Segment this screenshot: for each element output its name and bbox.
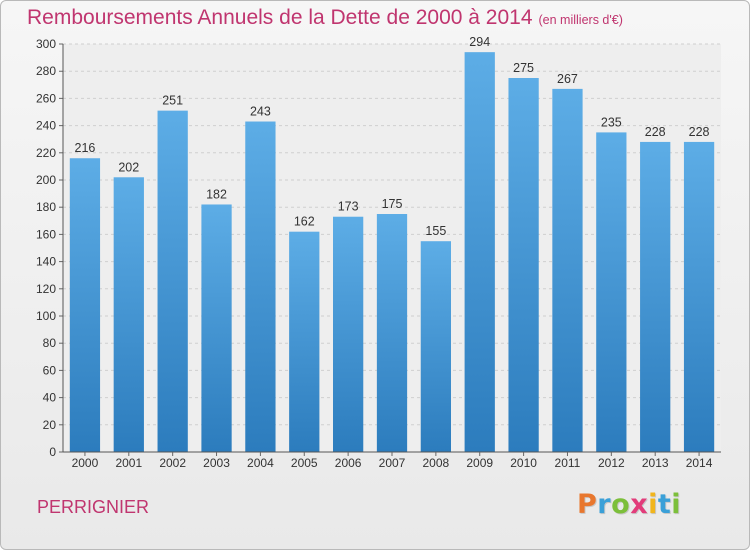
- data-label: 182: [206, 187, 227, 201]
- bar: [640, 141, 671, 453]
- x-tick-label: 2006: [335, 456, 362, 470]
- data-label: 294: [469, 35, 490, 49]
- bars: [69, 52, 715, 453]
- logo-letter: o: [611, 489, 631, 520]
- data-label: 228: [645, 125, 666, 139]
- data-label: 155: [425, 224, 446, 238]
- logo-letter: i: [671, 489, 682, 520]
- data-label: 243: [250, 105, 271, 119]
- chart-unit: (en milliers d'€): [538, 13, 623, 27]
- y-tick-label: 160: [36, 227, 56, 241]
- y-tick-label: 140: [36, 255, 56, 269]
- x-tick-label: 2001: [115, 456, 142, 470]
- x-tick-label: 2008: [423, 456, 450, 470]
- data-label: 267: [557, 72, 578, 86]
- bar: [596, 132, 627, 452]
- logo-letter: t: [657, 489, 672, 520]
- x-tick-label: 2002: [159, 456, 186, 470]
- x-tick-label: 2010: [510, 456, 537, 470]
- commune-name: PERRIGNIER: [37, 497, 150, 517]
- chart-title: Remboursements Annuels de la Dette de 20…: [27, 6, 623, 30]
- data-label: 173: [338, 200, 359, 214]
- bar: [289, 231, 320, 452]
- labels: 0 20 40 60 80 100 120 140 160 180 200 220 240 260 280 3…: [36, 35, 713, 470]
- bar: [376, 214, 408, 452]
- x-tick-label: 2013: [642, 456, 669, 470]
- y-tick-label: 240: [36, 119, 56, 133]
- bar: [552, 88, 583, 452]
- y-tick-label: 220: [36, 146, 56, 160]
- data-label: 162: [294, 215, 315, 229]
- data-label: 275: [513, 61, 534, 75]
- data-label: 202: [118, 160, 139, 174]
- y-tick-label: 300: [36, 37, 56, 51]
- logo-letter: r: [597, 489, 612, 520]
- x-tick-label: 2003: [203, 456, 230, 470]
- data-label: 216: [75, 141, 96, 155]
- x-tick-label: 2004: [247, 456, 274, 470]
- logo-letter: x: [630, 489, 649, 520]
- y-tick-label: 40: [43, 391, 57, 405]
- axes: [59, 43, 721, 456]
- bar: [508, 78, 539, 452]
- y-tick-label: 280: [36, 64, 56, 78]
- y-tick-label: 0: [49, 445, 56, 459]
- y-tick-label: 20: [43, 418, 57, 432]
- data-label: 228: [689, 125, 710, 139]
- x-tick-label: 2012: [598, 456, 625, 470]
- data-label: 235: [601, 115, 622, 129]
- bar: [332, 216, 364, 452]
- bar: [69, 158, 101, 453]
- bar: [420, 241, 452, 452]
- y-tick-label: 80: [43, 336, 57, 350]
- bar: [157, 110, 188, 452]
- y-tick-label: 100: [36, 309, 56, 323]
- proxiti-logo: Proxiti: [577, 489, 681, 520]
- y-tick-label: 200: [36, 173, 56, 187]
- bar: [113, 177, 144, 452]
- data-label: 251: [162, 94, 183, 108]
- bar: [464, 52, 495, 452]
- x-tick-label: 2007: [379, 456, 406, 470]
- y-tick-label: 180: [36, 200, 56, 214]
- x-tick-label: 2005: [291, 456, 318, 470]
- x-tick-label: 2011: [555, 456, 581, 470]
- x-tick-label: 2000: [72, 456, 99, 470]
- data-label: 175: [382, 197, 403, 211]
- y-tick-label: 120: [36, 282, 56, 296]
- bar: [245, 121, 276, 453]
- bar: [201, 204, 232, 452]
- y-tick-label: 260: [36, 91, 56, 105]
- logo-letter: i: [648, 489, 658, 520]
- x-tick-label: 2009: [466, 456, 493, 470]
- logo-letter: P: [577, 489, 598, 520]
- x-tick-label: 2014: [686, 456, 713, 470]
- chart-title-text: Remboursements Annuels de la Dette de 20…: [27, 6, 533, 29]
- y-tick-label: 60: [43, 363, 57, 377]
- bar: [683, 141, 715, 453]
